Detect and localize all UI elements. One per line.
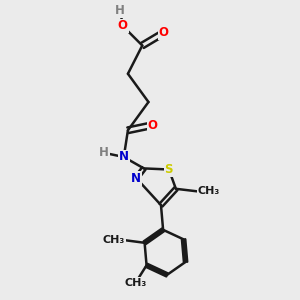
Text: H: H (115, 4, 125, 17)
Text: CH₃: CH₃ (197, 186, 220, 197)
Text: O: O (159, 26, 169, 39)
Text: H: H (99, 146, 109, 159)
Text: O: O (118, 20, 128, 32)
Text: N: N (119, 151, 129, 164)
Text: CH₃: CH₃ (103, 235, 125, 245)
Text: S: S (165, 163, 173, 176)
Text: CH₃: CH₃ (124, 278, 146, 288)
Text: N: N (131, 172, 141, 185)
Text: O: O (148, 118, 158, 132)
